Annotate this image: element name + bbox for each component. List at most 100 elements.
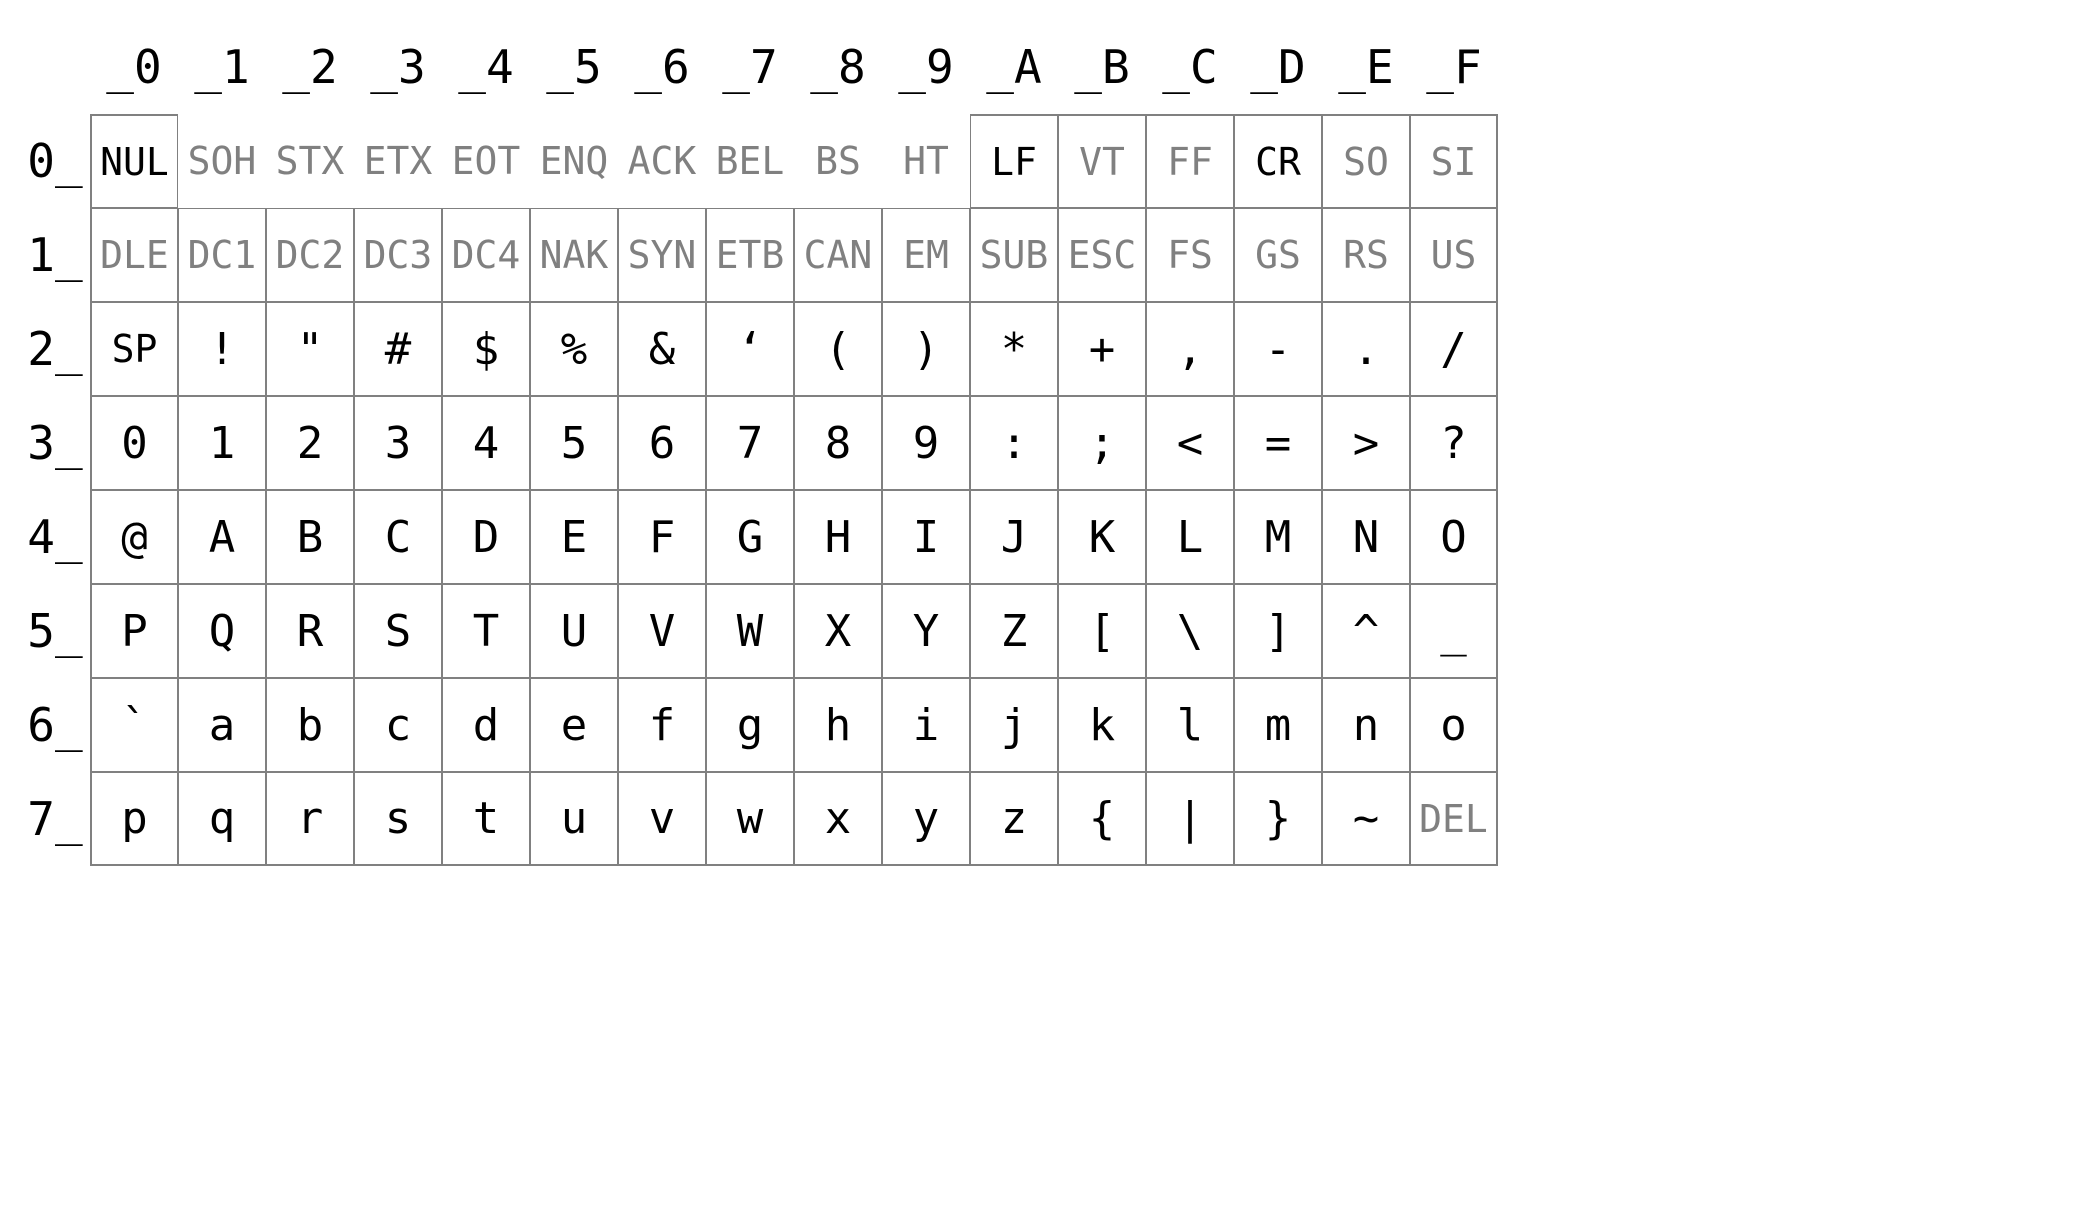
ascii-cell: ] [1234,584,1322,678]
ascii-cell: T [442,584,530,678]
ascii-cell: / [1410,302,1498,396]
ascii-cell: % [530,302,618,396]
ascii-cell: R [266,584,354,678]
ascii-cell: SOH [178,114,266,208]
ascii-cell: B [266,490,354,584]
row-header: 0_ [20,114,90,208]
col-header: _0 [90,20,178,114]
ascii-cell: ESC [1058,208,1146,302]
ascii-cell: = [1234,396,1322,490]
ascii-cell: EM [882,208,970,302]
ascii-cell: t [442,772,530,866]
ascii-cell: DC4 [442,208,530,302]
ascii-cell: r [266,772,354,866]
ascii-cell: P [90,584,178,678]
ascii-cell: } [1234,772,1322,866]
ascii-cell: FF [1146,114,1234,208]
row-header: 3_ [20,396,90,490]
row-header: 2_ [20,302,90,396]
ascii-cell: N [1322,490,1410,584]
ascii-cell: j [970,678,1058,772]
ascii-cell: x [794,772,882,866]
ascii-cell: \ [1146,584,1234,678]
ascii-cell: ACK [618,114,706,208]
col-header: _E [1322,20,1410,114]
col-header: _F [1410,20,1498,114]
ascii-cell: L [1146,490,1234,584]
ascii-cell: SUB [970,208,1058,302]
ascii-cell: C [354,490,442,584]
ascii-cell: DLE [90,208,178,302]
ascii-cell: RS [1322,208,1410,302]
ascii-cell: : [970,396,1058,490]
col-header: _9 [882,20,970,114]
ascii-cell: HT [882,114,970,208]
ascii-cell: y [882,772,970,866]
ascii-cell: E [530,490,618,584]
ascii-cell: d [442,678,530,772]
col-header: _C [1146,20,1234,114]
ascii-cell: Q [178,584,266,678]
ascii-cell: k [1058,678,1146,772]
ascii-cell: 7 [706,396,794,490]
ascii-cell: > [1322,396,1410,490]
ascii-cell: 0 [90,396,178,490]
ascii-cell: i [882,678,970,772]
ascii-cell: 6 [618,396,706,490]
ascii-cell: 5 [530,396,618,490]
ascii-cell: z [970,772,1058,866]
ascii-cell: 2 [266,396,354,490]
ascii-cell: S [354,584,442,678]
row-header: 1_ [20,208,90,302]
ascii-cell: F [618,490,706,584]
row-header: 4_ [20,490,90,584]
ascii-cell: f [618,678,706,772]
ascii-cell: 1 [178,396,266,490]
ascii-table: _0_1_2_3_4_5_6_7_8_9_A_B_C_D_E_F0_NULSOH… [20,20,2056,866]
ascii-cell: DC3 [354,208,442,302]
ascii-cell: EOT [442,114,530,208]
ascii-cell: * [970,302,1058,396]
ascii-cell: ! [178,302,266,396]
col-header: _2 [266,20,354,114]
ascii-cell: - [1234,302,1322,396]
ascii-cell: BS [794,114,882,208]
ascii-cell: BEL [706,114,794,208]
ascii-cell: q [178,772,266,866]
ascii-cell: LF [970,114,1058,208]
ascii-cell: b [266,678,354,772]
ascii-cell: 3 [354,396,442,490]
ascii-cell: u [530,772,618,866]
ascii-cell: U [530,584,618,678]
ascii-cell: v [618,772,706,866]
col-header: _1 [178,20,266,114]
ascii-cell: @ [90,490,178,584]
ascii-cell: , [1146,302,1234,396]
ascii-cell: DC2 [266,208,354,302]
ascii-cell: g [706,678,794,772]
ascii-cell: CAN [794,208,882,302]
ascii-cell: [ [1058,584,1146,678]
ascii-cell: m [1234,678,1322,772]
ascii-cell: CR [1234,114,1322,208]
ascii-cell: l [1146,678,1234,772]
ascii-cell: _ [1410,584,1498,678]
col-header: _6 [618,20,706,114]
ascii-cell: & [618,302,706,396]
ascii-cell: US [1410,208,1498,302]
ascii-cell: G [706,490,794,584]
ascii-cell: . [1322,302,1410,396]
row-header: 6_ [20,678,90,772]
ascii-cell: $ [442,302,530,396]
corner-spacer [20,20,90,114]
col-header: _3 [354,20,442,114]
ascii-cell: H [794,490,882,584]
row-header: 5_ [20,584,90,678]
ascii-cell: a [178,678,266,772]
ascii-cell: DEL [1410,772,1498,866]
ascii-cell: Z [970,584,1058,678]
ascii-cell: h [794,678,882,772]
ascii-cell: { [1058,772,1146,866]
col-header: _5 [530,20,618,114]
ascii-cell: A [178,490,266,584]
